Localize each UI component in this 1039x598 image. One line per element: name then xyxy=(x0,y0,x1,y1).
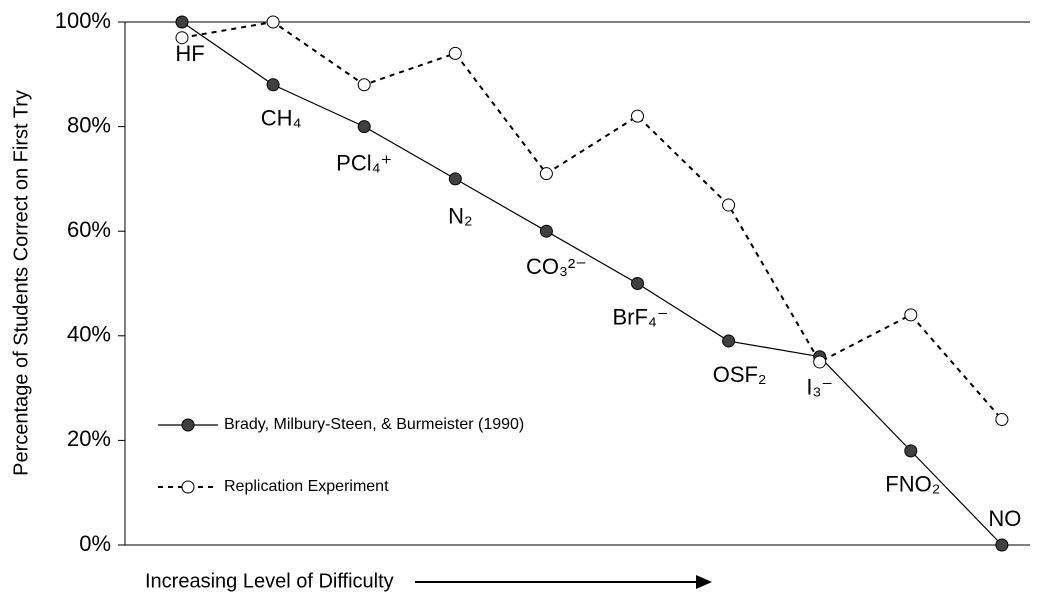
y-tick-label: 100% xyxy=(55,8,111,33)
data-point xyxy=(175,31,189,45)
compound-label: CH₄ xyxy=(261,106,302,131)
y-axis-label: Percentage of Students Correct on First … xyxy=(10,90,32,476)
data-point xyxy=(175,15,189,29)
data-point xyxy=(995,538,1009,552)
data-point xyxy=(266,78,280,92)
data-point xyxy=(904,308,918,322)
compound-label: BrF₄⁻ xyxy=(612,304,668,329)
data-point xyxy=(357,78,371,92)
x-axis-label: Increasing Level of Difficulty xyxy=(145,570,394,592)
data-point xyxy=(995,412,1009,426)
data-point xyxy=(448,172,462,186)
series-line xyxy=(181,21,1003,546)
legend-label: Replication Experiment xyxy=(224,478,389,495)
arrow-head xyxy=(696,575,712,589)
compound-label: CO₃²⁻ xyxy=(526,254,587,279)
data-point xyxy=(631,277,644,290)
series-line xyxy=(181,20,1003,421)
y-tick-label: 0% xyxy=(79,531,111,556)
data-point xyxy=(631,109,644,123)
data-point xyxy=(266,15,280,29)
data-point xyxy=(539,167,553,181)
compound-label: NO xyxy=(988,506,1021,531)
y-tick-label: 20% xyxy=(67,426,111,451)
data-point xyxy=(813,355,827,369)
y-tick-label: 80% xyxy=(67,112,111,137)
compound-label: FNO₂ xyxy=(885,472,940,497)
compound-label: I₃⁻ xyxy=(806,375,833,400)
legend-marker xyxy=(181,480,195,494)
y-tick-label: 60% xyxy=(67,217,111,242)
compound-label: PCl₄⁺ xyxy=(336,150,392,175)
compound-label: N₂ xyxy=(448,204,472,229)
data-point xyxy=(539,224,553,238)
legend-marker xyxy=(181,418,195,432)
legend-label: Brady, Milbury-Steen, & Burmeister (1990… xyxy=(224,416,524,433)
y-tick-label: 40% xyxy=(67,322,111,347)
data-point xyxy=(904,444,918,458)
data-point xyxy=(722,334,736,348)
data-point xyxy=(722,198,736,212)
compound-label: OSF₂ xyxy=(713,362,767,387)
data-point xyxy=(357,120,371,134)
data-point xyxy=(448,46,462,60)
compound-label: HF xyxy=(175,41,204,66)
